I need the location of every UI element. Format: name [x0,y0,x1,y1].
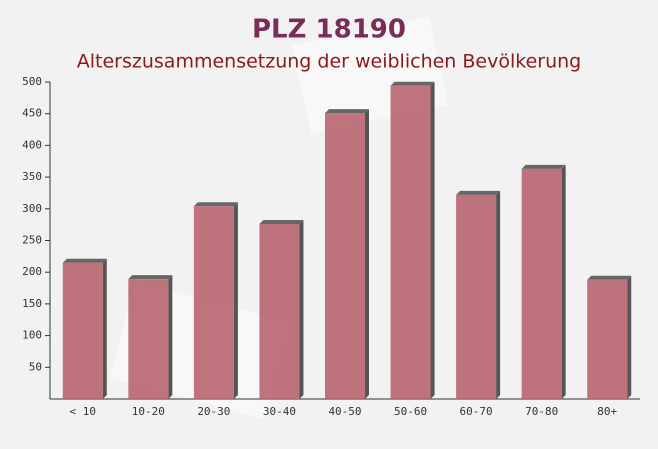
bar [390,85,431,399]
y-tick-label: 250 [22,234,42,247]
x-tick-label: 30-40 [263,405,296,418]
bar-side [233,202,238,399]
y-tick-label: 50 [29,360,42,373]
bar-side [561,164,566,399]
y-tick-label: 300 [22,202,42,215]
bar-side [496,190,501,399]
bar-side [168,275,173,399]
bar [521,168,562,399]
bar-top [193,202,238,207]
chart-subtitle: Alterszusammensetzung der weiblichen Bev… [77,51,581,73]
x-tick-label: 70-80 [525,405,558,418]
bar [128,279,169,399]
x-tick-label: 10-20 [132,405,165,418]
bar [456,194,497,399]
chart-title: PLZ 18190 [252,15,406,45]
x-tick-label: 80+ [597,405,617,418]
y-tick-label: 200 [22,265,42,278]
bar [259,224,300,399]
bar-top [259,220,304,225]
bar [193,206,234,399]
bar-top [390,81,435,86]
bar-top [325,109,369,114]
bar-side [299,220,304,399]
x-tick-label: 40-50 [328,405,361,418]
bar-top [128,275,173,280]
bar-top [521,164,566,169]
x-tick-label: 20-30 [197,405,230,418]
x-tick-label: < 10 [70,405,97,418]
x-tick-label: 50-60 [394,405,427,418]
y-tick-label: 350 [22,170,42,183]
y-tick-label: 100 [22,329,42,342]
y-tick-label: 400 [22,138,42,151]
bar [325,113,365,399]
bar [62,262,103,399]
y-tick-label: 500 [22,75,42,88]
bar-side [365,109,369,399]
bar-side [430,81,435,399]
x-tick-label: 60-70 [460,405,493,418]
y-tick-label: 450 [22,107,42,120]
bar-top [456,190,501,195]
bar [587,279,628,399]
bar-side [627,275,632,399]
bar-top [587,275,632,280]
bar-top [62,258,107,263]
y-tick-label: 150 [22,297,42,310]
bar-side [102,258,107,399]
